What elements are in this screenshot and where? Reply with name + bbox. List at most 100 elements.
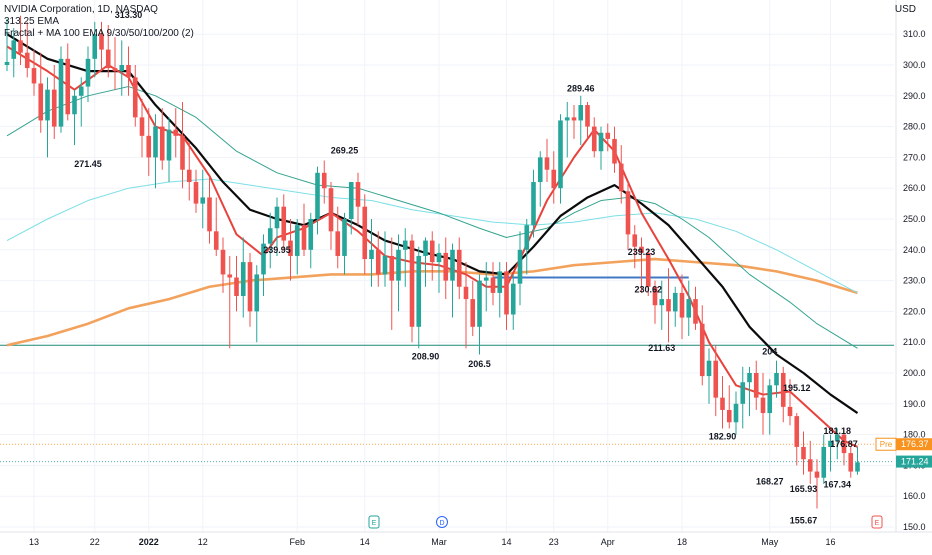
candle-body [706,360,712,377]
price-annotation: 165.93 [790,484,818,494]
candle-body [38,83,44,121]
candle-body [65,58,71,115]
event-marker[interactable]: D [436,516,448,528]
candle-body [112,68,118,72]
candle-body [85,58,91,87]
candle-body [807,459,813,472]
candle-body [234,277,239,296]
y-tick-label: 200.0 [903,368,926,378]
earnings-icon [871,515,883,529]
y-tick-label: 310.0 [903,29,926,39]
candle-body [774,373,779,386]
candle-body [814,471,820,478]
candle-body [11,40,17,59]
candle-body [58,58,64,127]
candle-body [443,252,449,281]
x-tick-label: 23 [549,537,559,547]
y-tick-label: 270.0 [903,152,926,162]
candle-body [92,34,98,59]
event-marker-label: E [875,520,880,527]
candle-body [254,274,260,312]
x-tick-label: Apr [601,537,615,547]
candle-body [834,434,840,441]
y-tick-label: 220.0 [903,306,926,316]
candle-body [173,129,179,136]
candle-body [645,252,651,287]
candle-body [146,135,152,158]
candle-body [456,249,462,287]
x-tick-label: 14 [501,537,511,547]
candle-body [747,373,752,383]
candle-body [213,231,219,250]
candle-body [166,129,172,161]
candle-body [335,231,341,256]
candle-body [639,246,644,253]
candle-body [328,188,334,232]
event-marker[interactable]: E [368,515,380,529]
candle-body [490,277,496,293]
candle-body [463,286,469,300]
candle-body [551,169,557,189]
candle-body [686,299,692,318]
price-tag [896,455,932,468]
price-annotation: 211.63 [648,343,675,353]
candle-body [308,219,314,250]
price-tag [896,438,932,451]
price-annotation: 167.34 [823,480,851,490]
candle-body [294,225,300,256]
candle-body [382,255,388,275]
candle-body [274,206,280,229]
currency-label: USD [894,4,916,15]
candle-body [247,262,253,312]
candle-body [180,135,185,170]
candle-body [720,397,725,410]
candle-body [794,416,800,447]
candle-body [753,373,759,398]
price-annotation: 230.62 [634,285,662,295]
candle-body [537,157,543,183]
candle-body [24,52,30,69]
candle-body [470,299,476,327]
candle-body [261,243,266,275]
candle-body [369,249,374,260]
candle-body [321,172,327,189]
x-tick-label: May [761,537,779,547]
candle-body [139,117,145,136]
candle-body [45,89,50,121]
x-tick-label: Feb [289,537,305,547]
candle-body [659,299,665,306]
price-annotation: 313.30 [115,10,143,20]
x-tick-label: 14 [360,537,370,547]
price-annotation: 182.90 [709,432,737,442]
candle-body [821,446,827,478]
candle-body [301,225,307,250]
candle-body [693,299,698,324]
x-tick-label: 22 [90,537,100,547]
price-annotation: 271.45 [74,159,102,169]
candle-body [780,373,786,407]
candle-body [483,277,489,281]
event-marker[interactable]: E [871,515,883,529]
price-annotation: 269.25 [331,146,359,156]
candle-body [510,283,516,315]
x-tick-label: 13 [29,537,39,547]
candle-body [375,249,381,275]
price-annotation: 208.90 [412,352,440,362]
candle-body [78,86,84,96]
candle-body [240,262,246,296]
candle-body [564,117,570,121]
candle-body [618,163,624,192]
price-annotation: 204 [762,347,777,357]
candle-body [544,157,550,170]
candle-body [227,274,233,278]
price-annotation: 181.18 [823,426,851,436]
candle-body [416,255,422,327]
symbol-title: NVIDIA Corporation, 1D, NASDAQ [4,4,158,15]
candle-body [18,40,23,53]
candle-body [119,65,125,72]
candle-body [429,240,435,263]
candle-body [666,299,671,312]
y-tick-label: 190.0 [903,399,926,409]
